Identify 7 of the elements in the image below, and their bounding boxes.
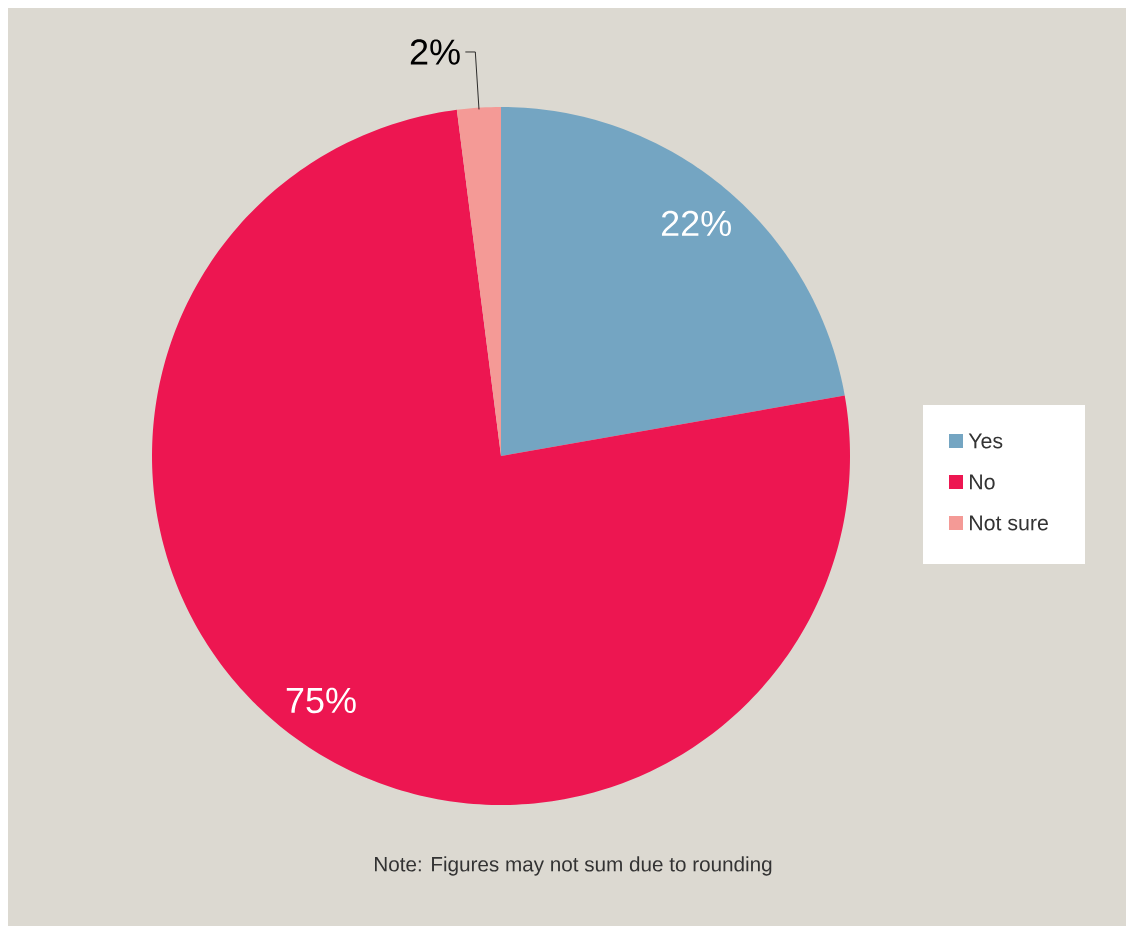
- data-label: 75%: [286, 687, 356, 714]
- text: Note: Figures may not sum due to rounding: [375, 856, 772, 876]
- legend-label: Yes: [968, 433, 1003, 449]
- data-label: 2%: [410, 39, 460, 65]
- data-label: 22%: [661, 210, 731, 237]
- legend-label: No: [970, 474, 995, 490]
- legend-label: Not sure: [970, 515, 1048, 531]
